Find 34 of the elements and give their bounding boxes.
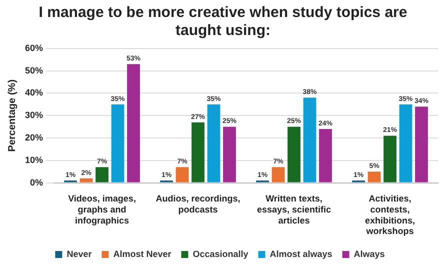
- y-tick-label: 0%: [30, 177, 44, 188]
- legend-label: Almost always: [270, 248, 332, 259]
- bar: [111, 104, 124, 182]
- bar: [272, 167, 285, 182]
- y-tick-label: 40%: [25, 88, 44, 98]
- bar: [223, 126, 236, 182]
- bar: [207, 104, 220, 182]
- bar: [384, 136, 396, 182]
- bar: [96, 167, 108, 182]
- bar: [368, 172, 381, 182]
- legend-label: Occasionally: [192, 248, 248, 259]
- legend-label: Never: [66, 248, 92, 259]
- y-axis-title: Percentage (%): [6, 79, 18, 152]
- bar: [192, 122, 204, 182]
- y-tick-label: 30%: [25, 110, 44, 120]
- bar: [80, 178, 93, 182]
- x-tick-label: Audios, recordings, podcasts: [156, 194, 240, 214]
- x-tick-label: Written texts, essays, scientific articles: [256, 194, 332, 226]
- x-tick-label: Videos, images, graphs and infographics: [68, 194, 136, 226]
- y-tick-label: 10%: [25, 154, 44, 165]
- chart-title: I manage to be more creative when study topics are taught using:: [38, 4, 408, 40]
- bar: [288, 126, 300, 182]
- y-tick-label: 50%: [25, 65, 44, 76]
- legend-label: Always: [354, 248, 385, 259]
- x-tick-label: Activities, contests, exhibitions, workshops: [364, 194, 416, 236]
- legend-label: Almost Never: [113, 248, 172, 259]
- bar: [303, 98, 316, 182]
- bar: [319, 129, 332, 182]
- bar: [415, 106, 428, 182]
- y-tick-label: 60%: [25, 42, 44, 53]
- bar: [176, 167, 189, 182]
- y-tick-label: 20%: [25, 132, 44, 142]
- bar: [127, 64, 140, 182]
- bar: [399, 104, 412, 182]
